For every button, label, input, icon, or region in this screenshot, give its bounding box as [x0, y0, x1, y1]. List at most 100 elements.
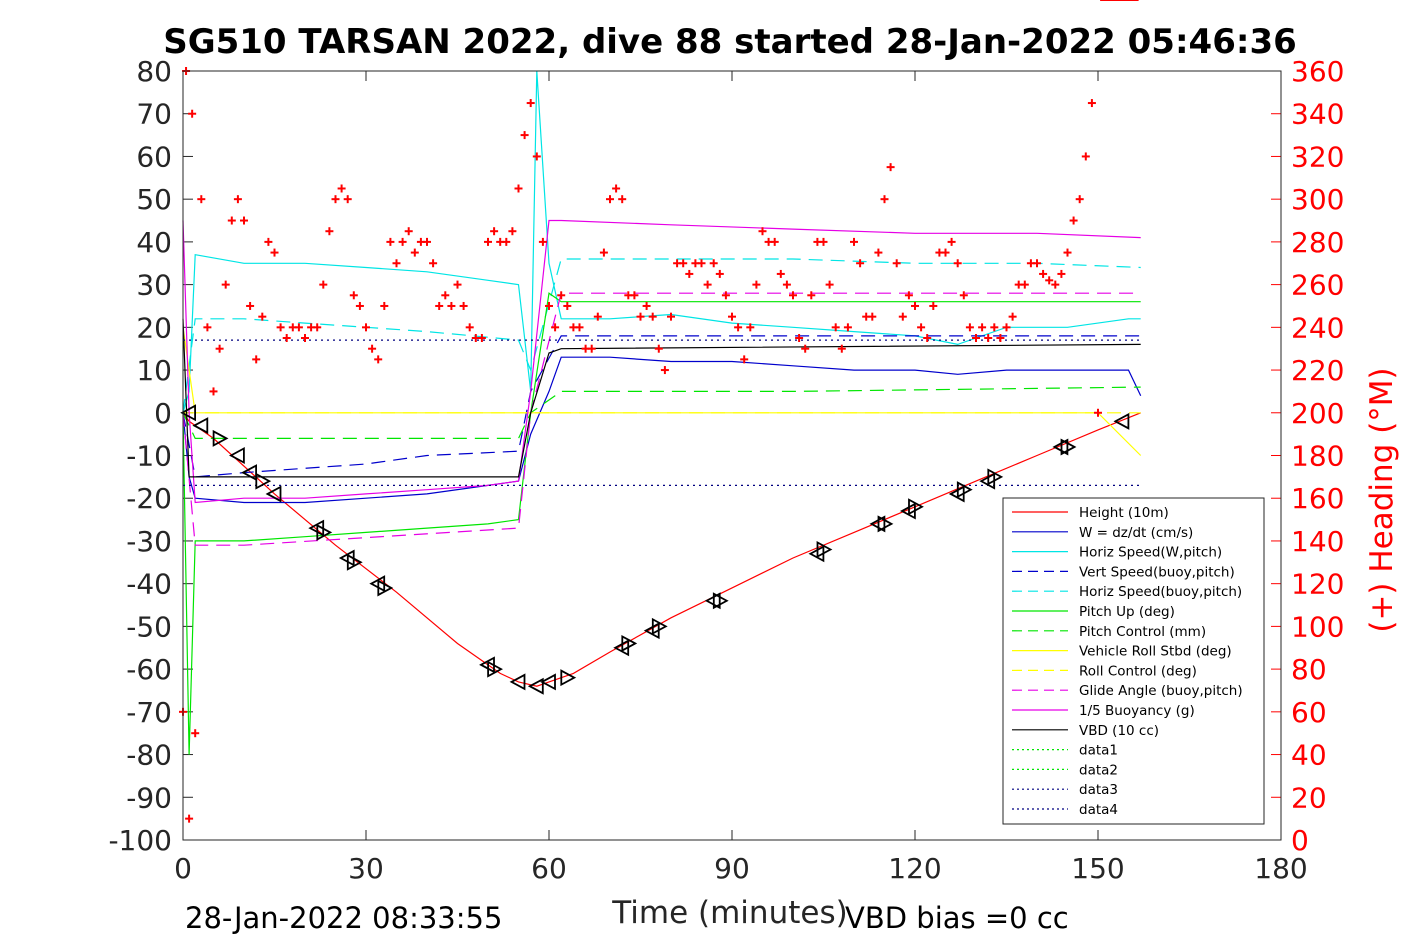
heading-point: [709, 259, 718, 268]
series-line-4: [182, 335, 1141, 478]
heading-point: [825, 280, 834, 289]
heading-point: [514, 184, 523, 193]
y-tick-label: 10: [136, 354, 172, 387]
heading-point: [715, 269, 724, 278]
y-tick-label: 80: [136, 55, 172, 88]
heading-point: [606, 195, 614, 204]
y-tick-label: -80: [126, 739, 172, 772]
heading-point: [685, 269, 694, 278]
heading-point: [746, 323, 755, 332]
heading-point: [599, 248, 608, 257]
heading-point: [618, 195, 627, 204]
heading-point: [776, 269, 785, 278]
heading-point: [276, 323, 285, 332]
series-line-3: [182, 70, 1141, 413]
track-marker: [241, 464, 258, 482]
heading-point: [423, 237, 431, 246]
track-marker: [527, 677, 544, 695]
legend-label-6: Pitch Up (deg): [1079, 604, 1175, 620]
y-tick-label: 70: [136, 98, 172, 131]
heading-point: [947, 237, 956, 246]
track-marker: [712, 592, 729, 610]
track-marker: [180, 404, 197, 422]
heading-point: [911, 301, 919, 310]
heading-point: [850, 237, 858, 246]
heading-point: [258, 312, 267, 321]
heading-point: [660, 366, 669, 375]
legend-label-3: Horiz Speed(W,pitch): [1079, 545, 1222, 561]
heading-point: [587, 344, 596, 353]
right-tick-label: 40: [1291, 739, 1327, 772]
heading-point: [392, 259, 401, 268]
y-tick-label: -60: [126, 653, 172, 686]
y-tick-label: 20: [136, 311, 172, 344]
heading-point: [227, 216, 236, 225]
heading-point: [490, 227, 499, 236]
heading-point: [246, 301, 255, 310]
heading-point: [282, 334, 291, 343]
heading-point: [264, 237, 273, 246]
heading-point: [1039, 269, 1048, 278]
heading-point: [459, 301, 468, 310]
heading-point: [343, 195, 352, 204]
heading-point: [959, 291, 968, 300]
heading-point: [1094, 408, 1102, 417]
heading-point: [465, 323, 474, 332]
legend-label-13: data1: [1079, 743, 1118, 759]
series-line-11: [182, 219, 1141, 504]
track-marker: [377, 579, 394, 597]
heading-point: [593, 312, 602, 321]
plot-frame: [182, 70, 1282, 841]
heading-point: [734, 323, 743, 332]
heading-point: [740, 355, 749, 364]
heading-point: [789, 291, 797, 300]
heading-point: [972, 334, 980, 343]
heading-point: [1051, 280, 1060, 289]
right-tick-label: 160: [1291, 482, 1344, 515]
legend: Height (10m) W = dz/dt (cm/s) Horiz Speed(…: [1002, 497, 1265, 825]
heading-point: [404, 227, 413, 236]
heading-point: [313, 323, 322, 332]
end-timestamp: 28-Jan-2022 08:33:55: [185, 901, 502, 935]
y-tick-label: -30: [126, 525, 172, 558]
heading-point: [898, 312, 907, 321]
legend-label-10: Glide Angle (buoy,pitch): [1079, 683, 1243, 699]
legend-label-16: data4: [1079, 802, 1118, 818]
right-tick-label: 320: [1291, 140, 1344, 173]
heading-point: [837, 344, 846, 353]
track-marker: [1113, 412, 1130, 430]
x-tick-label: 180: [1254, 852, 1307, 885]
heading-point: [477, 334, 486, 343]
heading-point: [484, 237, 492, 246]
heading-point: [368, 344, 377, 353]
right-tick-label: 20: [1291, 781, 1327, 814]
legend-label-1: Height (10m): [1079, 505, 1169, 521]
left-axis: 80 70 60 50 40 30 20 10 0 -10 -20 -30 -40 -50 -60 -70 -8…: [108, 55, 172, 857]
series-line-6: [182, 292, 1141, 755]
heading-point: [575, 323, 584, 332]
legend-label-5: Horiz Speed(buoy,pitch): [1079, 584, 1242, 600]
heading-point: [398, 237, 407, 246]
track-marker: [487, 660, 503, 678]
heading-point: [831, 323, 840, 332]
right-tick-label: 100: [1291, 610, 1344, 643]
heading-point: [325, 227, 334, 236]
heading-point: [996, 334, 1005, 343]
x-tick-label: 90: [714, 852, 750, 885]
heading-point: [1057, 269, 1066, 278]
heading-point: [874, 248, 883, 257]
track-marker: [877, 515, 894, 533]
y-tick-label: -10: [126, 440, 172, 473]
heading-point: [819, 237, 828, 246]
heading-point: [191, 729, 200, 738]
heading-point: [337, 184, 346, 193]
heading-point: [642, 301, 651, 310]
y-tick-label: 60: [136, 140, 172, 173]
heading-point: [984, 334, 993, 343]
heading-point: [770, 237, 779, 246]
series-line-7: [182, 386, 1141, 439]
right-tick-label: 340: [1291, 98, 1344, 131]
heading-point: [233, 195, 242, 204]
heading-point: [1087, 99, 1096, 108]
right-tick-label: 180: [1291, 440, 1344, 473]
